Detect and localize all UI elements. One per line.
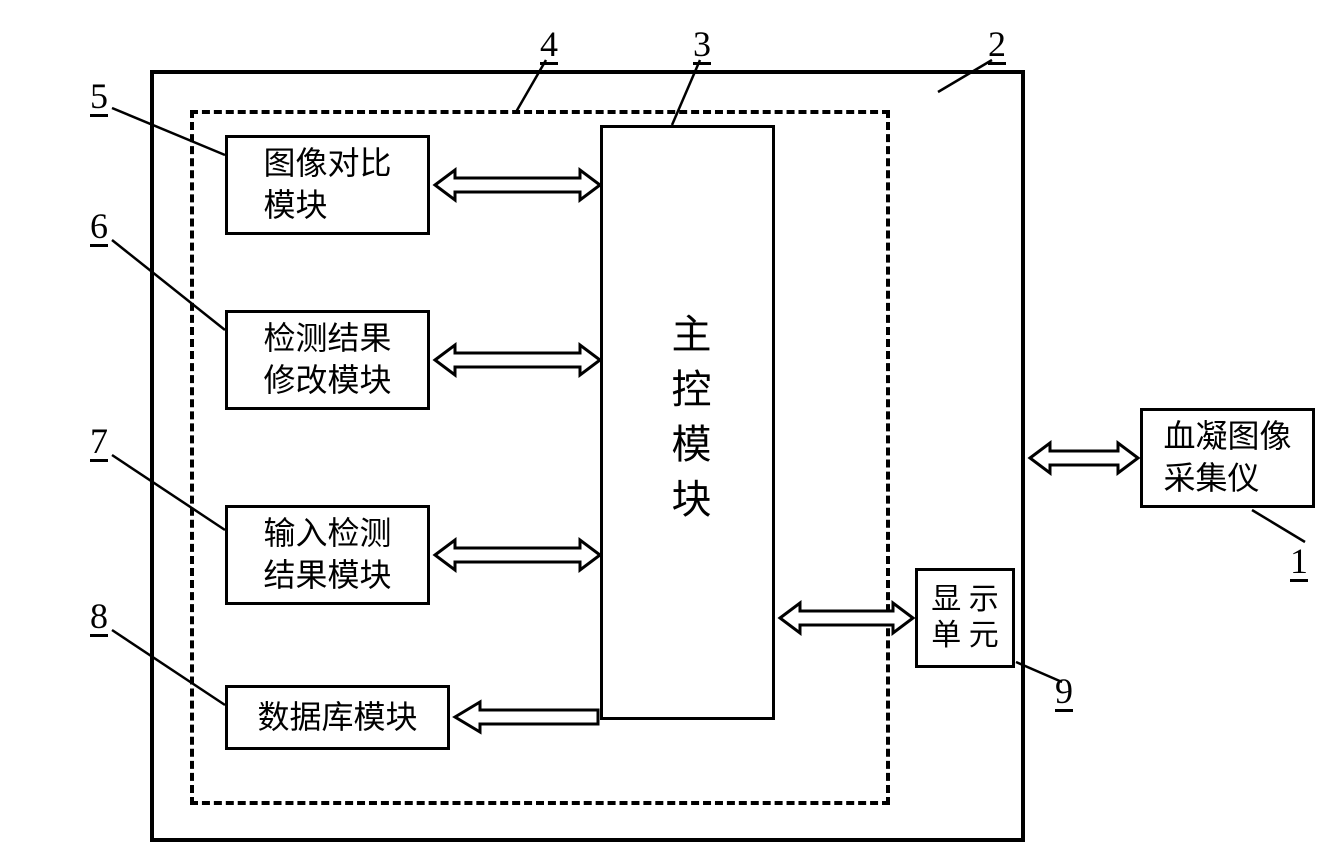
ref-label-8: 8: [90, 595, 108, 637]
leader-line: [516, 60, 546, 112]
arrow-double: [780, 603, 913, 633]
arrow-single-left: [455, 702, 598, 732]
ref-label-9: 9: [1055, 670, 1073, 712]
ref-label-4: 4: [540, 23, 558, 65]
leader-line: [938, 60, 992, 92]
ref-label-2: 2: [988, 23, 1006, 65]
leader-line: [112, 455, 225, 530]
arrow-double: [435, 345, 600, 375]
arrow-double: [435, 170, 600, 200]
ref-label-6: 6: [90, 205, 108, 247]
arrows-layer: [60, 20, 1340, 860]
leader-line: [672, 60, 700, 125]
arrow-double: [435, 540, 600, 570]
ref-label-5: 5: [90, 75, 108, 117]
arrow-double: [1030, 443, 1138, 473]
ref-label-1: 1: [1290, 540, 1308, 582]
ref-label-7: 7: [90, 420, 108, 462]
leader-line: [1252, 510, 1305, 542]
ref-label-3: 3: [693, 23, 711, 65]
leader-line: [112, 630, 225, 705]
leader-line: [112, 240, 225, 330]
diagram-root: 主控模块 图像对比 模块 检测结果 修改模块 输入检测 结果模块 数据库模块 显…: [60, 20, 1320, 850]
leader-line: [112, 108, 225, 155]
